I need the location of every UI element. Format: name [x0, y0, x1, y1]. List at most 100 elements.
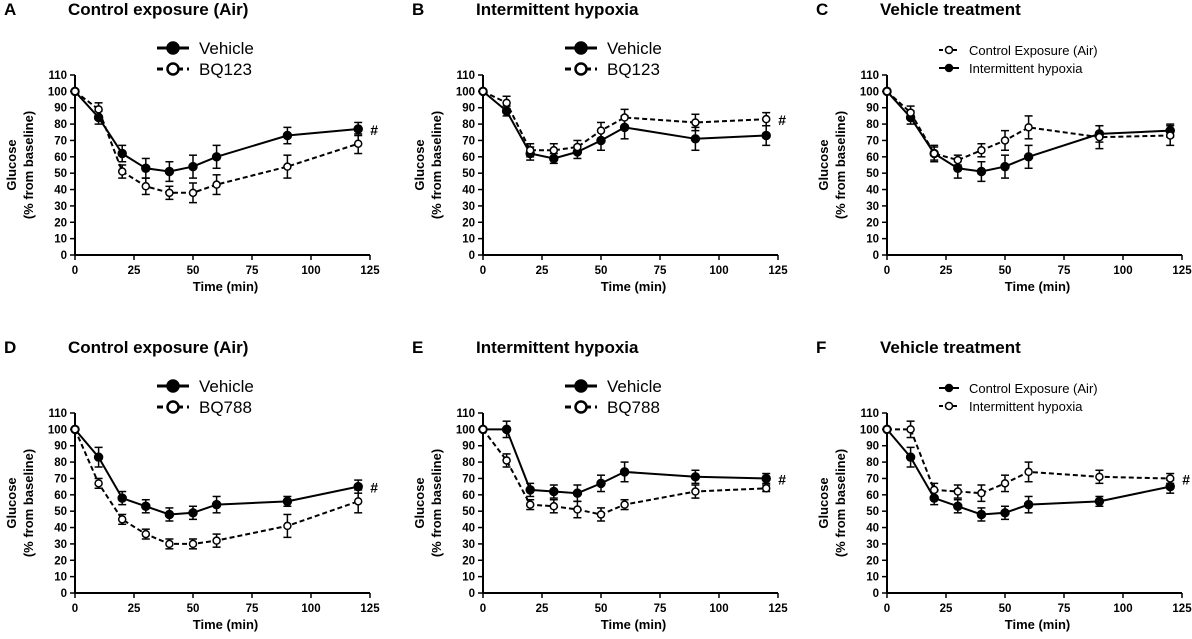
x-tick-label: 0 — [72, 603, 78, 615]
y-axis-title: Glucose (% from baseline) — [4, 111, 36, 219]
data-point — [164, 509, 175, 520]
x-tick-label: 50 — [187, 603, 200, 615]
y-tick-label: 70 — [54, 473, 67, 485]
data-point — [1095, 472, 1104, 482]
data-point — [525, 500, 535, 509]
y-tick-label: 100 — [48, 86, 67, 98]
y-tick-label: 70 — [462, 135, 475, 147]
y-tick-label: 40 — [866, 185, 879, 197]
legend-swatch-marker — [574, 379, 588, 393]
panel-letter: D — [4, 338, 16, 357]
data-point — [549, 502, 559, 511]
data-point — [953, 155, 963, 165]
legend-label: Vehicle — [607, 377, 662, 396]
data-point — [573, 505, 582, 514]
data-point — [502, 456, 511, 465]
x-tick-label: 125 — [768, 603, 788, 615]
x-axis-title: Time (min) — [1005, 279, 1071, 294]
x-tick-label: 50 — [187, 265, 200, 277]
y-tick-label: 50 — [866, 506, 879, 518]
y-tick-label: 70 — [866, 473, 879, 485]
data-point — [976, 166, 987, 177]
data-point — [573, 142, 582, 152]
x-tick-label: 50 — [999, 265, 1012, 277]
y-tick-label: 80 — [54, 119, 67, 131]
x-tick-label: 125 — [360, 265, 380, 277]
data-point — [165, 188, 174, 198]
x-tick-label: 100 — [301, 603, 320, 615]
significance-mark: # — [1182, 471, 1190, 487]
data-point — [572, 488, 583, 498]
data-point — [188, 508, 198, 518]
y-axis-title: Glucose (% from baseline) — [4, 449, 36, 557]
data-point — [619, 467, 630, 477]
y-tick-label: 110 — [860, 70, 879, 82]
y-axis-title: Glucose (% from baseline) — [816, 449, 848, 557]
legend-label: Control Exposure (Air) — [969, 43, 1098, 58]
panel-b: B Intermittent hypoxia 0 10 20 30 40 50 60 70 80 90… — [412, 0, 788, 294]
x-tick-label: 100 — [709, 265, 728, 277]
series-bq788 — [70, 425, 363, 550]
legend-label: Vehicle — [199, 39, 254, 58]
data-point — [691, 118, 700, 127]
data-point — [211, 499, 222, 510]
y-axis-title-line1: Glucose — [816, 139, 831, 190]
y-tick-label: 80 — [866, 119, 879, 131]
y-tick-label: 80 — [462, 457, 475, 469]
y-tick-label: 0 — [873, 250, 879, 262]
y-tick-label: 90 — [866, 103, 879, 115]
x-tick-label: 125 — [768, 265, 788, 277]
y-tick-label: 20 — [462, 217, 475, 229]
data-point — [94, 479, 103, 488]
panel-title: Control exposure (Air) — [68, 0, 248, 19]
x-tick-label: 0 — [480, 603, 486, 615]
series-vehicle — [70, 86, 363, 183]
legend-label: Control Exposure (Air) — [969, 381, 1098, 396]
x-tick-label: 25 — [128, 265, 141, 277]
y-axis-title: Glucose (% from baseline) — [816, 111, 848, 219]
y-tick-label: 50 — [866, 168, 879, 180]
data-point — [976, 509, 987, 520]
y-tick-label: 30 — [462, 539, 475, 551]
y-tick-label: 40 — [866, 523, 879, 535]
y-tick-label: 10 — [462, 572, 475, 584]
y-tick-label: 20 — [866, 555, 879, 567]
series-bq123 — [478, 87, 771, 158]
y-tick-label: 80 — [866, 457, 879, 469]
y-tick-label: 10 — [866, 572, 879, 584]
series-line — [482, 90, 767, 152]
data-point — [93, 452, 104, 462]
data-point — [1165, 474, 1175, 483]
data-point — [164, 166, 175, 177]
x-tick-label: 50 — [595, 265, 608, 277]
data-point — [212, 180, 221, 189]
panel-d: D Control exposure (Air) 0 10 20 30 40 50 60 70 80… — [4, 338, 380, 632]
x-tick-label: 25 — [940, 265, 953, 277]
y-tick-label: 50 — [54, 168, 67, 180]
x-tick-label: 125 — [360, 603, 380, 615]
data-point — [596, 478, 606, 489]
data-point — [929, 149, 939, 158]
x-tick-label: 0 — [72, 265, 78, 277]
data-point — [761, 130, 771, 141]
data-point — [1094, 496, 1105, 507]
data-point — [761, 473, 771, 484]
y-tick-label: 20 — [462, 555, 475, 567]
y-axis-title-line1: Glucose — [412, 139, 427, 190]
y-tick-label: 30 — [866, 201, 879, 213]
panel-title: Control exposure (Air) — [68, 338, 248, 357]
y-tick-label: 90 — [462, 441, 475, 453]
x-tick-label: 25 — [940, 603, 953, 615]
y-tick-label: 50 — [54, 506, 67, 518]
y-tick-label: 100 — [456, 424, 475, 436]
data-point — [906, 425, 915, 434]
data-point — [620, 113, 629, 122]
data-point — [1095, 132, 1104, 142]
y-tick-label: 110 — [860, 408, 879, 420]
x-tick-label: 25 — [128, 603, 141, 615]
significance-mark: # — [778, 471, 786, 487]
y-tick-label: 110 — [456, 408, 475, 420]
x-axis-title: Time (min) — [601, 617, 667, 632]
y-tick-label: 0 — [61, 588, 67, 600]
